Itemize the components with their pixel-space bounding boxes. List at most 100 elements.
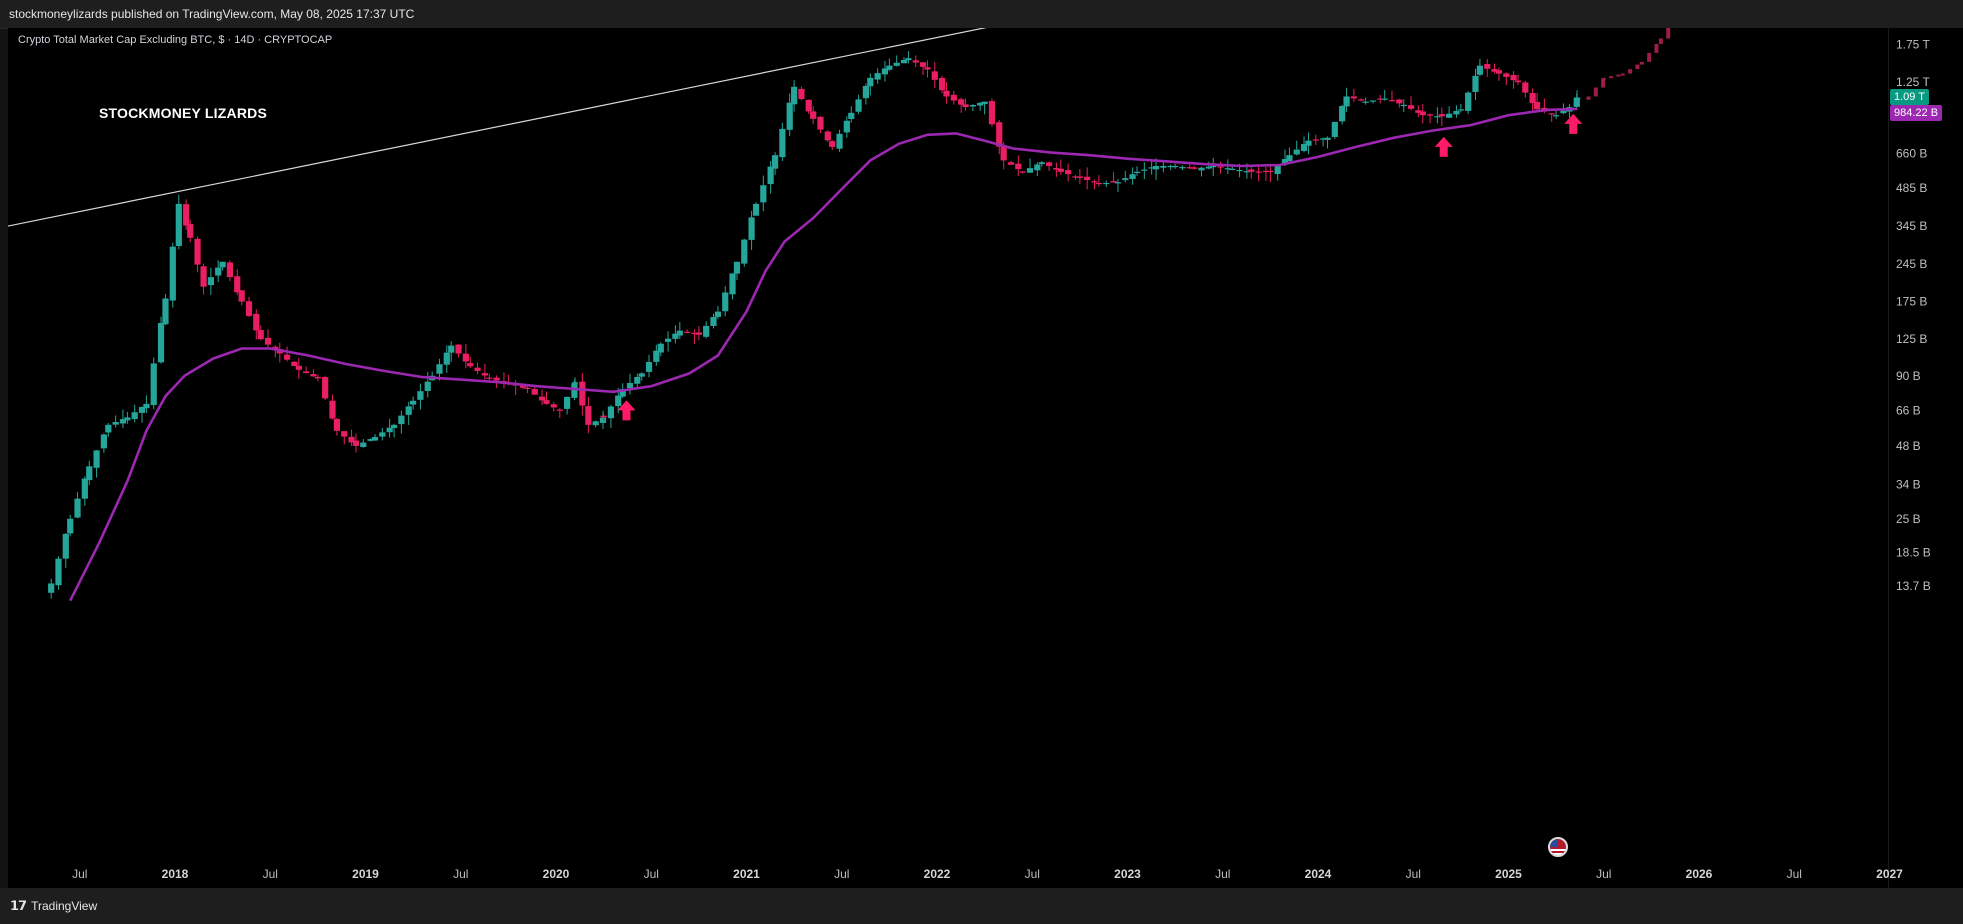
candle-body [886,65,893,70]
projection-bar [1609,76,1614,79]
candle-body [748,217,755,240]
candle-body [436,364,443,374]
candle-body [1065,170,1072,175]
candle-body [1122,178,1129,181]
candle-body [322,377,329,399]
candle-body [893,62,900,66]
candle-body [981,101,988,105]
candle-body [226,262,234,278]
candle-body [1573,97,1581,100]
candle-body [1319,138,1327,140]
candle-body [405,406,412,415]
candle-body [1110,181,1117,183]
x-tick-label: Jul [1787,867,1802,881]
candle-body [219,261,226,268]
candle-body [1152,165,1160,170]
projection-bar [1628,69,1633,74]
candle-body [138,407,146,413]
candle-body [1491,69,1498,72]
candle-body [1331,121,1338,137]
projection-bar [1639,61,1644,65]
candle-body [760,185,767,203]
candle-body [556,409,563,411]
tradingview-logo-icon: 𝟭𝟳 [10,898,27,913]
y-tick-label: 13.7 B [1896,579,1931,593]
candle-body [194,238,201,265]
y-tick-label: 1.25 T [1896,75,1930,89]
candle-body [448,345,455,353]
candle-body [1281,159,1289,164]
x-tick-label: 2027 [1876,867,1903,881]
candle-body [352,440,360,446]
candle-body [1262,170,1270,173]
candle-body [950,94,957,101]
candle-body [1495,70,1503,74]
candle-body [550,404,557,408]
candle-body [1248,169,1255,172]
candle-body [74,498,81,518]
us-flag-event-icon[interactable] [1548,837,1568,857]
candle-body [295,365,302,370]
candle-body [1243,171,1250,173]
tradingview-logo[interactable]: 𝟭𝟳 TradingView [10,898,97,914]
time-axis[interactable] [8,862,1888,888]
candle-body [386,427,393,433]
candle-body [564,396,571,409]
candle-body [124,417,131,421]
candle-body [1529,93,1536,104]
candle-body [1438,114,1445,117]
candle-body [1419,111,1426,116]
candle-body [1305,140,1312,146]
candle-body [1179,167,1186,169]
y-tick-label: 1.75 T [1896,38,1930,52]
up-arrow-marker [1564,113,1583,134]
candle-body [988,101,996,125]
candle-body [486,377,493,379]
candle-body [348,436,355,443]
candle-body [836,133,843,149]
candle-body [1472,75,1479,92]
candle-body [1522,82,1529,93]
candle-body [86,466,93,481]
candle-body [1148,167,1155,169]
candle-body [924,67,931,70]
candle-body [48,583,55,593]
candle-body [1095,182,1103,185]
x-tick-label: 2026 [1686,867,1713,881]
candle-body [824,131,831,141]
candle-body [55,558,62,586]
candle-body [1434,116,1441,118]
candle-body [234,276,241,293]
candle-body [245,301,253,317]
price-axis[interactable] [1888,28,1963,888]
candle-body [100,434,107,449]
candle-body [398,415,405,425]
candle-body [257,330,264,340]
chart-pane[interactable] [8,28,1888,888]
candle-body [1426,114,1434,116]
candle-body [1057,168,1064,172]
candle-body [722,292,729,312]
candle-body [62,533,69,559]
candle-body [341,431,348,437]
projection-bar [1616,74,1621,77]
candle-body [1186,167,1193,169]
candle-body [771,155,779,169]
candle-body [1453,110,1460,115]
candle-body [81,478,88,499]
candle-body [817,116,824,130]
candle-body [390,424,398,429]
candle-body [1362,101,1369,103]
projection-bar [1635,64,1640,70]
plot-group [8,28,1671,602]
candle-body [1300,144,1308,151]
candle-body [676,330,683,336]
candle-body [829,141,836,147]
x-tick-label: 2018 [162,867,189,881]
candle-body [791,86,798,105]
candle-body [905,58,912,61]
x-tick-label: Jul [644,867,659,881]
candle-body [848,112,855,120]
y-tick-label: 660 B [1896,146,1927,160]
candle-body [1274,165,1281,175]
